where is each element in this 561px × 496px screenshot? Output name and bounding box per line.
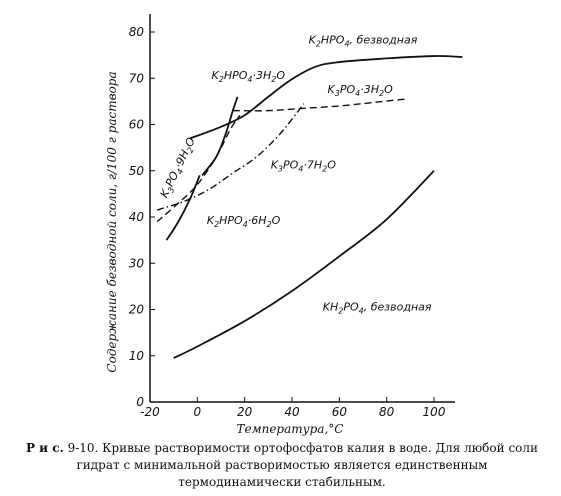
x-tick-label: 100 <box>423 405 446 419</box>
x-tick-label: 80 <box>379 405 395 419</box>
figure-caption: Р и с. 9-10. Кривые растворимости ортофо… <box>18 440 546 491</box>
x-tick-label: 60 <box>332 405 348 419</box>
series-line-0 <box>189 55 463 140</box>
x-tick-label: 40 <box>284 405 300 419</box>
y-tick-label: 80 <box>129 25 145 39</box>
y-tick-label: 60 <box>129 118 145 132</box>
series-line-6 <box>173 170 435 359</box>
figure-caption-text: 9-10. Кривые растворимости ортофосфатов … <box>63 441 539 489</box>
y-tick-label: 0 <box>136 395 144 409</box>
figure-caption-prefix: Р и с. <box>25 441 64 455</box>
x-tick-label: 0 <box>194 405 202 419</box>
y-tick-label: 30 <box>129 256 145 270</box>
curve-label-6: KH2PO4, безводная <box>323 300 432 315</box>
chart-curves <box>156 55 463 359</box>
curve-label-2: K2HPO4·6H2O <box>207 214 281 229</box>
series-line-3 <box>156 114 241 223</box>
curve-label-4: K3PO4·7H2O <box>271 158 337 173</box>
y-tick-label: 10 <box>129 349 145 363</box>
chart-curve-labels: K2HPO4, безводная K2HPO4·3H2O K2HPO4·6H2O K… <box>158 34 432 316</box>
y-tick-label: 50 <box>129 164 145 178</box>
curve-label-5: K3PO4·3H2O <box>328 83 394 98</box>
x-axis-label: Температура,°С <box>237 422 344 436</box>
y-tick-label: 20 <box>129 303 145 317</box>
curve-label-0: K2HPO4, безводная <box>309 34 418 49</box>
series-line-1 <box>201 96 239 176</box>
curve-label-3: K3PO4·9H2O <box>158 135 200 201</box>
y-axis-label: Содержание безводной соли, г/100 г раств… <box>105 71 119 372</box>
series-line-4 <box>156 103 305 211</box>
series-line-2 <box>165 175 201 241</box>
x-tick-label: 20 <box>237 405 253 419</box>
series-line-5 <box>232 98 406 112</box>
curve-label-1: K2HPO4·3H2O <box>212 69 286 84</box>
y-tick-label: 40 <box>129 210 145 224</box>
y-tick-label: 70 <box>129 71 145 85</box>
x-tick-label: -20 <box>140 405 160 419</box>
